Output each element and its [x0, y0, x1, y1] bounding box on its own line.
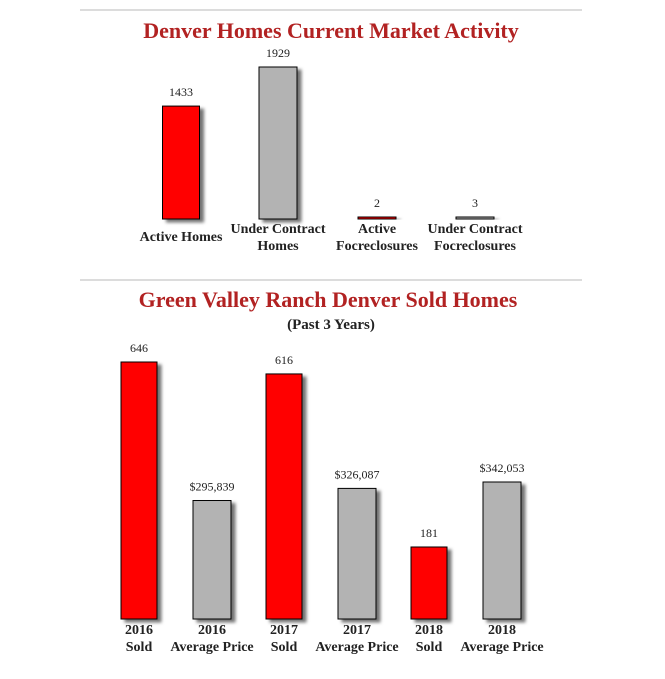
- chart2-value-label-2016-sold: 646: [130, 341, 148, 355]
- chart2-category-label-2018-sold: 2018 Sold: [415, 623, 443, 655]
- chart2-bar-2018-average-price: [482, 481, 522, 620]
- chart2-title: Green Valley Ranch Denver Sold Homes: [139, 287, 518, 312]
- chart1-category-label-under-contract-focreclosures: Under Contract Focreclosures: [427, 222, 522, 254]
- chart1-title: Denver Homes Current Market Activity: [143, 18, 519, 43]
- chart1-value-label-active-focreclosures: 2: [374, 196, 380, 210]
- chart2-category-label-2016-sold: 2016 Sold: [125, 623, 153, 655]
- chart2-value-label-2018-sold: 181: [420, 526, 438, 540]
- chart2-bar-2016-average-price: [192, 500, 232, 620]
- chart2-bar-2018-sold: [410, 546, 448, 620]
- chart1-bar-under-contract-homes: [258, 66, 298, 220]
- chart2-category-label-2017-sold: 2017 Sold: [270, 623, 298, 655]
- chart2-bar-2017-average-price: [337, 487, 377, 620]
- chart2-category-label-2017-average-price: 2017 Average Price: [315, 623, 398, 655]
- chart1-bar-active-focreclosures: [357, 216, 397, 220]
- chart2-subtitle: (Past 3 Years): [287, 317, 375, 333]
- chart1-value-label-active-homes: 1433: [169, 85, 193, 99]
- chart2-value-label-2017-average-price: $326,087: [335, 467, 380, 481]
- chart2-bar-2017-sold: [265, 373, 303, 620]
- chart1-bar-under-contract-focreclosures: [455, 216, 495, 220]
- chart1-value-label-under-contract-focreclosures: 3: [472, 196, 478, 210]
- chart2-value-label-2016-average-price: $295,839: [190, 480, 235, 494]
- chart1-category-label-active-focreclosures: Active Focreclosures: [336, 222, 418, 254]
- chart2-category-label-2016-average-price: 2016 Average Price: [170, 623, 253, 655]
- chart1-bar-active-homes: [162, 105, 200, 220]
- chart2-bar-2016-sold: [120, 361, 158, 620]
- chart2-value-label-2017-sold: 616: [275, 353, 293, 367]
- chart1-value-label-under-contract-homes: 1929: [266, 46, 290, 60]
- chart2-value-label-2018-average-price: $342,053: [480, 461, 525, 475]
- chart2-category-label-2018-average-price: 2018 Average Price: [460, 623, 543, 655]
- chart1-category-label-active-homes: Active Homes: [140, 230, 223, 245]
- chart1-category-label-under-contract-homes: Under Contract Homes: [230, 222, 325, 254]
